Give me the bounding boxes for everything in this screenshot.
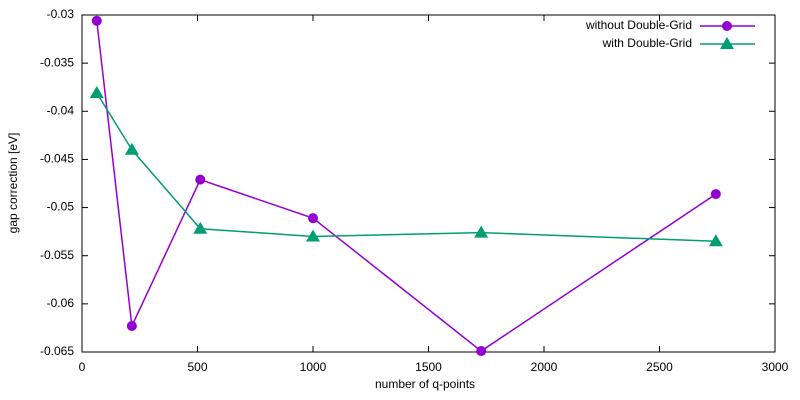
x-axis-label: number of q-points (375, 377, 475, 391)
data-point (91, 15, 102, 26)
x-tick-label: 3000 (762, 360, 789, 374)
legend-label: with Double-Grid (602, 36, 692, 50)
legend-marker (720, 37, 734, 49)
y-tick-label: -0.05 (47, 200, 75, 214)
data-point (126, 321, 137, 332)
y-tick-label: -0.045 (40, 152, 74, 166)
data-point (474, 225, 489, 238)
x-tick-label: 2000 (531, 360, 558, 374)
data-point (710, 189, 721, 200)
y-tick-label: -0.06 (47, 296, 75, 310)
data-point (308, 213, 318, 224)
x-tick-label: 1000 (300, 360, 327, 374)
y-tick-label: -0.035 (40, 55, 74, 69)
data-point (306, 229, 320, 242)
x-tick-label: 500 (187, 360, 207, 374)
plot-frame (81, 14, 776, 353)
x-tick-label: 1500 (415, 360, 442, 374)
data-point (195, 174, 206, 185)
data-point (476, 346, 487, 357)
y-axis-label: gap correction [eV] (6, 133, 20, 234)
x-tick-label: 2500 (646, 360, 673, 374)
series-line (96, 92, 716, 243)
data-point (89, 85, 104, 98)
data-point (708, 234, 723, 247)
data-point (193, 221, 208, 234)
y-tick-label: -0.065 (40, 344, 74, 358)
y-tick-label: -0.055 (40, 248, 74, 262)
y-tick-label: -0.03 (47, 7, 75, 21)
x-tick-label: 0 (79, 360, 86, 374)
y-tick-label: -0.04 (47, 103, 75, 117)
legend-label: without Double-Grid (585, 18, 692, 32)
data-point (124, 142, 139, 155)
legend-marker (722, 21, 732, 31)
series-line (96, 20, 717, 352)
